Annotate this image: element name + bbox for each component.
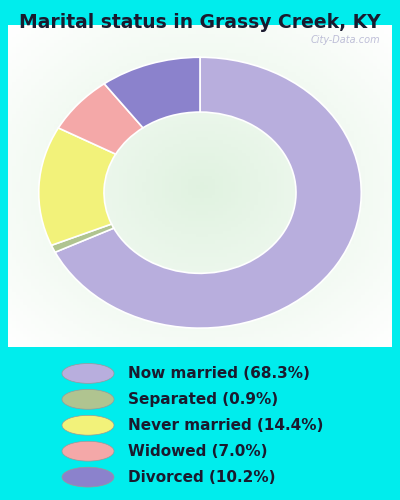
Text: City-Data.com: City-Data.com <box>311 34 380 44</box>
Wedge shape <box>104 57 200 128</box>
Wedge shape <box>58 84 143 154</box>
Circle shape <box>62 467 114 487</box>
Text: Marital status in Grassy Creek, KY: Marital status in Grassy Creek, KY <box>19 12 381 32</box>
Text: Never married (14.4%): Never married (14.4%) <box>128 418 323 433</box>
Text: Now married (68.3%): Now married (68.3%) <box>128 366 310 381</box>
Wedge shape <box>55 58 361 328</box>
Text: Separated (0.9%): Separated (0.9%) <box>128 392 278 407</box>
Text: Widowed (7.0%): Widowed (7.0%) <box>128 444 268 458</box>
Circle shape <box>62 364 114 384</box>
Wedge shape <box>39 128 116 246</box>
Circle shape <box>62 416 114 435</box>
Text: Divorced (10.2%): Divorced (10.2%) <box>128 470 276 484</box>
Circle shape <box>62 442 114 461</box>
Wedge shape <box>51 224 114 252</box>
Circle shape <box>62 390 114 409</box>
